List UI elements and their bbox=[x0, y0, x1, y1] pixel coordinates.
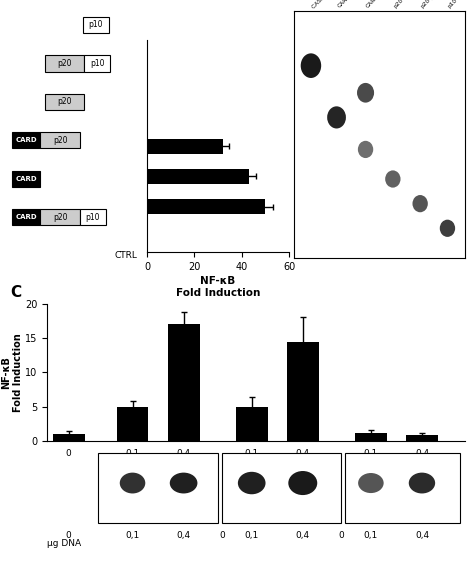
Ellipse shape bbox=[357, 83, 374, 103]
Text: COP/Pseudo-ICE: COP/Pseudo-ICE bbox=[237, 472, 318, 481]
Text: p10: p10 bbox=[447, 0, 459, 9]
X-axis label: NF-κB
Fold Induction: NF-κB Fold Induction bbox=[176, 276, 260, 297]
FancyBboxPatch shape bbox=[222, 453, 341, 523]
Ellipse shape bbox=[412, 195, 428, 212]
Text: 0: 0 bbox=[66, 531, 72, 540]
Text: 0,1: 0,1 bbox=[245, 449, 259, 458]
Text: 0,1: 0,1 bbox=[364, 531, 378, 540]
Text: 0: 0 bbox=[66, 449, 72, 458]
Text: hCASP1 C/A: hCASP1 C/A bbox=[126, 472, 186, 481]
Bar bbox=[287, 342, 319, 441]
Text: 0,1: 0,1 bbox=[364, 449, 378, 458]
Bar bbox=[355, 433, 387, 441]
FancyBboxPatch shape bbox=[83, 17, 109, 33]
Text: 0: 0 bbox=[219, 531, 225, 540]
Ellipse shape bbox=[301, 53, 321, 78]
Text: 0,4: 0,4 bbox=[415, 449, 429, 458]
Text: C: C bbox=[10, 285, 21, 300]
FancyBboxPatch shape bbox=[40, 132, 80, 148]
Bar bbox=[236, 407, 268, 441]
Bar bbox=[147, 199, 265, 214]
Text: CARD-p20: CARD-p20 bbox=[365, 0, 391, 9]
Bar bbox=[147, 229, 148, 245]
FancyBboxPatch shape bbox=[12, 132, 40, 148]
Text: p20-p10: p20-p10 bbox=[420, 0, 441, 9]
Text: 0,4: 0,4 bbox=[176, 531, 191, 540]
Ellipse shape bbox=[288, 471, 317, 495]
Text: 0,4: 0,4 bbox=[296, 449, 310, 458]
FancyBboxPatch shape bbox=[45, 94, 84, 110]
Text: 0,4: 0,4 bbox=[296, 531, 310, 540]
FancyBboxPatch shape bbox=[346, 453, 460, 523]
Text: p10: p10 bbox=[86, 213, 100, 222]
Bar bbox=[117, 407, 148, 441]
Text: 0,1: 0,1 bbox=[245, 531, 259, 540]
Ellipse shape bbox=[409, 473, 435, 493]
Text: p20: p20 bbox=[57, 97, 72, 107]
Ellipse shape bbox=[170, 473, 198, 493]
Text: 0,1: 0,1 bbox=[126, 449, 140, 458]
FancyBboxPatch shape bbox=[45, 56, 84, 72]
Text: CARD: CARD bbox=[15, 176, 37, 182]
Text: 0,4: 0,4 bbox=[176, 449, 191, 458]
Text: p10: p10 bbox=[90, 59, 104, 68]
Text: 0: 0 bbox=[338, 531, 344, 540]
Text: p20: p20 bbox=[53, 136, 67, 145]
Text: ICEBERG: ICEBERG bbox=[375, 472, 418, 481]
Bar bbox=[406, 435, 438, 441]
Bar bbox=[147, 78, 148, 93]
Ellipse shape bbox=[358, 473, 383, 493]
Bar bbox=[168, 324, 200, 441]
Y-axis label: NF-κB
Fold Induction: NF-κB Fold Induction bbox=[1, 333, 23, 412]
FancyBboxPatch shape bbox=[80, 209, 106, 225]
Bar bbox=[147, 108, 148, 123]
Text: CARD: CARD bbox=[15, 138, 37, 143]
Text: p10: p10 bbox=[89, 21, 103, 29]
Text: 0,1: 0,1 bbox=[126, 531, 140, 540]
Text: 0,4: 0,4 bbox=[415, 531, 429, 540]
Bar bbox=[147, 139, 223, 154]
FancyBboxPatch shape bbox=[40, 209, 80, 225]
Text: p20: p20 bbox=[393, 0, 404, 9]
Ellipse shape bbox=[327, 107, 346, 128]
Text: p20: p20 bbox=[53, 213, 67, 222]
Ellipse shape bbox=[358, 141, 373, 158]
FancyBboxPatch shape bbox=[12, 171, 40, 187]
Text: p20: p20 bbox=[57, 59, 72, 68]
FancyBboxPatch shape bbox=[99, 453, 218, 523]
Text: CARD: CARD bbox=[337, 0, 352, 9]
Bar bbox=[147, 48, 148, 63]
Text: CTRL: CTRL bbox=[114, 252, 137, 260]
Bar bbox=[53, 434, 85, 441]
FancyBboxPatch shape bbox=[84, 56, 110, 72]
FancyBboxPatch shape bbox=[12, 209, 40, 225]
Ellipse shape bbox=[440, 219, 455, 237]
Bar bbox=[147, 169, 249, 184]
Ellipse shape bbox=[120, 473, 146, 493]
Text: CARD: CARD bbox=[15, 214, 37, 221]
Ellipse shape bbox=[238, 472, 265, 494]
Text: CASP1 C/A: CASP1 C/A bbox=[311, 0, 337, 9]
Ellipse shape bbox=[385, 170, 401, 187]
Text: μg DNA: μg DNA bbox=[47, 539, 82, 548]
